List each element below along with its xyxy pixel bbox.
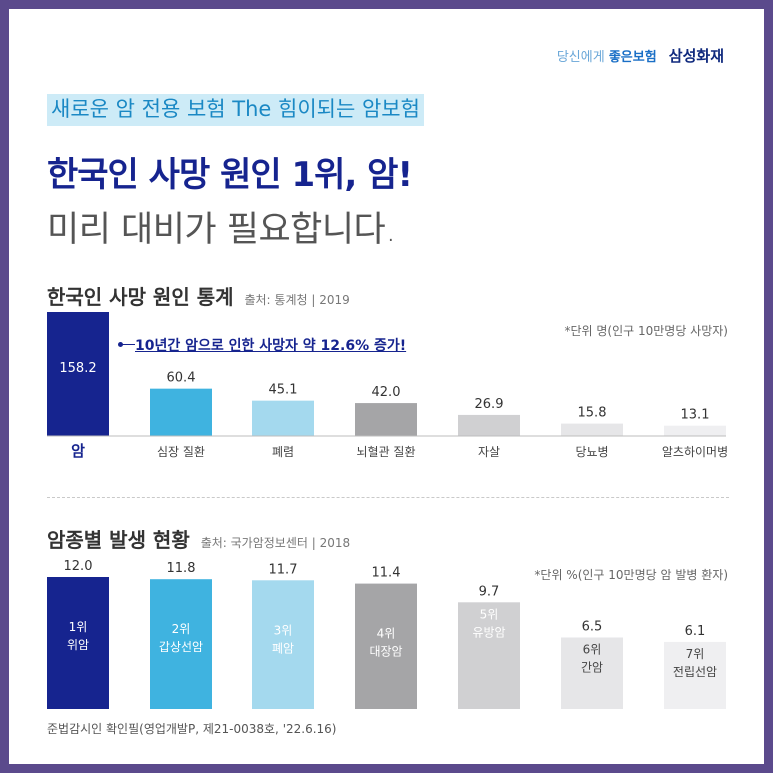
chart1-value-label: 15.8 xyxy=(578,406,607,421)
chart1-category-label: 폐렴 xyxy=(272,445,294,459)
chart1-value-label: 42.0 xyxy=(372,385,401,400)
chart2-bar xyxy=(252,580,314,709)
chart2-category-label: 2위 xyxy=(172,622,191,636)
chart2-value-label: 9.7 xyxy=(479,584,500,599)
chart1-value-label: 45.1 xyxy=(269,383,298,398)
chart2-category-label: 갑상선암 xyxy=(159,640,203,654)
headline: 한국인 사망 원인 1위, 암! xyxy=(47,155,413,195)
chart1-bar xyxy=(355,403,417,436)
chart2-category-label: 간암 xyxy=(581,661,603,675)
chart2-source: 출처: 국가암정보센터 | 2018 xyxy=(200,536,351,550)
chart1-bar xyxy=(664,425,726,436)
chart2-bar xyxy=(47,577,109,709)
chart1-title-block: 한국인 사망 원인 통계 출처: 통계청 | 2019 xyxy=(47,281,350,310)
chart2-category-label: 전립선암 xyxy=(673,665,717,679)
chart1-bar xyxy=(47,312,109,436)
chart2-value-label: 11.8 xyxy=(167,561,196,576)
brand-header: 당신에게 좋은보험 삼성화재 xyxy=(557,45,724,66)
chart2-bar xyxy=(150,579,212,709)
chart2-category-label: 3위 xyxy=(274,623,293,637)
chart2-category-label: 1위 xyxy=(69,620,88,634)
chart1-value-label: 60.4 xyxy=(167,371,196,386)
company-logo: 삼성화재 xyxy=(668,47,724,65)
chart2-category-label: 6위 xyxy=(583,643,602,657)
chart1-category-label: 알츠하이머병 xyxy=(662,445,728,459)
chart1-category-label: 암 xyxy=(71,442,85,460)
chart2-bar xyxy=(458,602,520,709)
chart2-value-label: 11.7 xyxy=(269,562,298,577)
chart2-bar xyxy=(355,583,417,709)
product-tag: 새로운 암 전용 보험 The 힘이되는 암보험 xyxy=(47,94,424,126)
chart1-category-label: 당뇨병 xyxy=(575,445,608,459)
chart2-value-label: 6.5 xyxy=(582,620,603,635)
compliance-footer: 준법감시인 확인필(영업개발P, 제21-0038호, '22.6.16) xyxy=(47,722,337,736)
chart2-title: 암종별 발생 현황 xyxy=(47,528,190,552)
chart2-title-block: 암종별 발생 현황 출처: 국가암정보센터 | 2018 xyxy=(47,524,350,553)
chart2-unit-note: *단위 %(인구 10만명당 암 발병 환자) xyxy=(534,568,728,582)
chart2-value-label: 6.1 xyxy=(685,624,706,639)
chart1-bar xyxy=(150,388,212,436)
chart2-category-label: 7위 xyxy=(686,647,705,661)
chart2-category-label: 폐암 xyxy=(272,641,294,655)
infographic-card: 당신에게 좋은보험 삼성화재 새로운 암 전용 보험 The 힘이되는 암보험 … xyxy=(9,9,764,764)
slogan-bold: 좋은보험 xyxy=(608,50,657,65)
slogan-prefix: 당신에게 xyxy=(556,50,605,65)
callout-pointer xyxy=(118,342,135,347)
chart1-bar xyxy=(252,400,314,436)
chart1-annotation: 10년간 암으로 인한 사망자 약 12.6% 증가! xyxy=(135,338,407,354)
chart2-bar xyxy=(561,637,623,709)
chart1-title: 한국인 사망 원인 통계 xyxy=(47,285,234,309)
charts-svg: 158.2 암 60.4 심장 질환 45.1 폐렴 42.0 뇌혈관 질환 26.9 자살 15.… xyxy=(47,312,728,709)
chart1-unit-note: *단위 명(인구 10만명당 사망자) xyxy=(564,324,728,338)
chart2-value-label: 12.0 xyxy=(64,559,93,574)
chart1-bar xyxy=(458,414,520,436)
chart1-value-label: 26.9 xyxy=(475,397,504,412)
subheadline: 미리 대비가 필요합니다. xyxy=(47,210,396,250)
chart2-category-label: 위암 xyxy=(67,638,89,652)
chart1-category-label: 심장 질환 xyxy=(157,445,205,459)
chart2-category-label: 대장암 xyxy=(369,645,402,659)
chart2-category-label: 4위 xyxy=(377,627,396,641)
chart1-category-label: 자살 xyxy=(478,445,500,459)
chart1-source: 출처: 통계청 | 2019 xyxy=(244,293,350,307)
chart2-category-label: 5위 xyxy=(480,607,499,621)
chart1-category-label: 뇌혈관 질환 xyxy=(356,445,415,459)
chart2-bar xyxy=(664,641,726,709)
chart2-value-label: 11.4 xyxy=(372,566,401,581)
chart1-value-label: 158.2 xyxy=(59,361,96,376)
section-divider xyxy=(47,497,729,498)
chart1-bar xyxy=(561,423,623,436)
chart1-value-label: 13.1 xyxy=(681,408,710,423)
chart2-category-label: 유방암 xyxy=(472,625,505,639)
